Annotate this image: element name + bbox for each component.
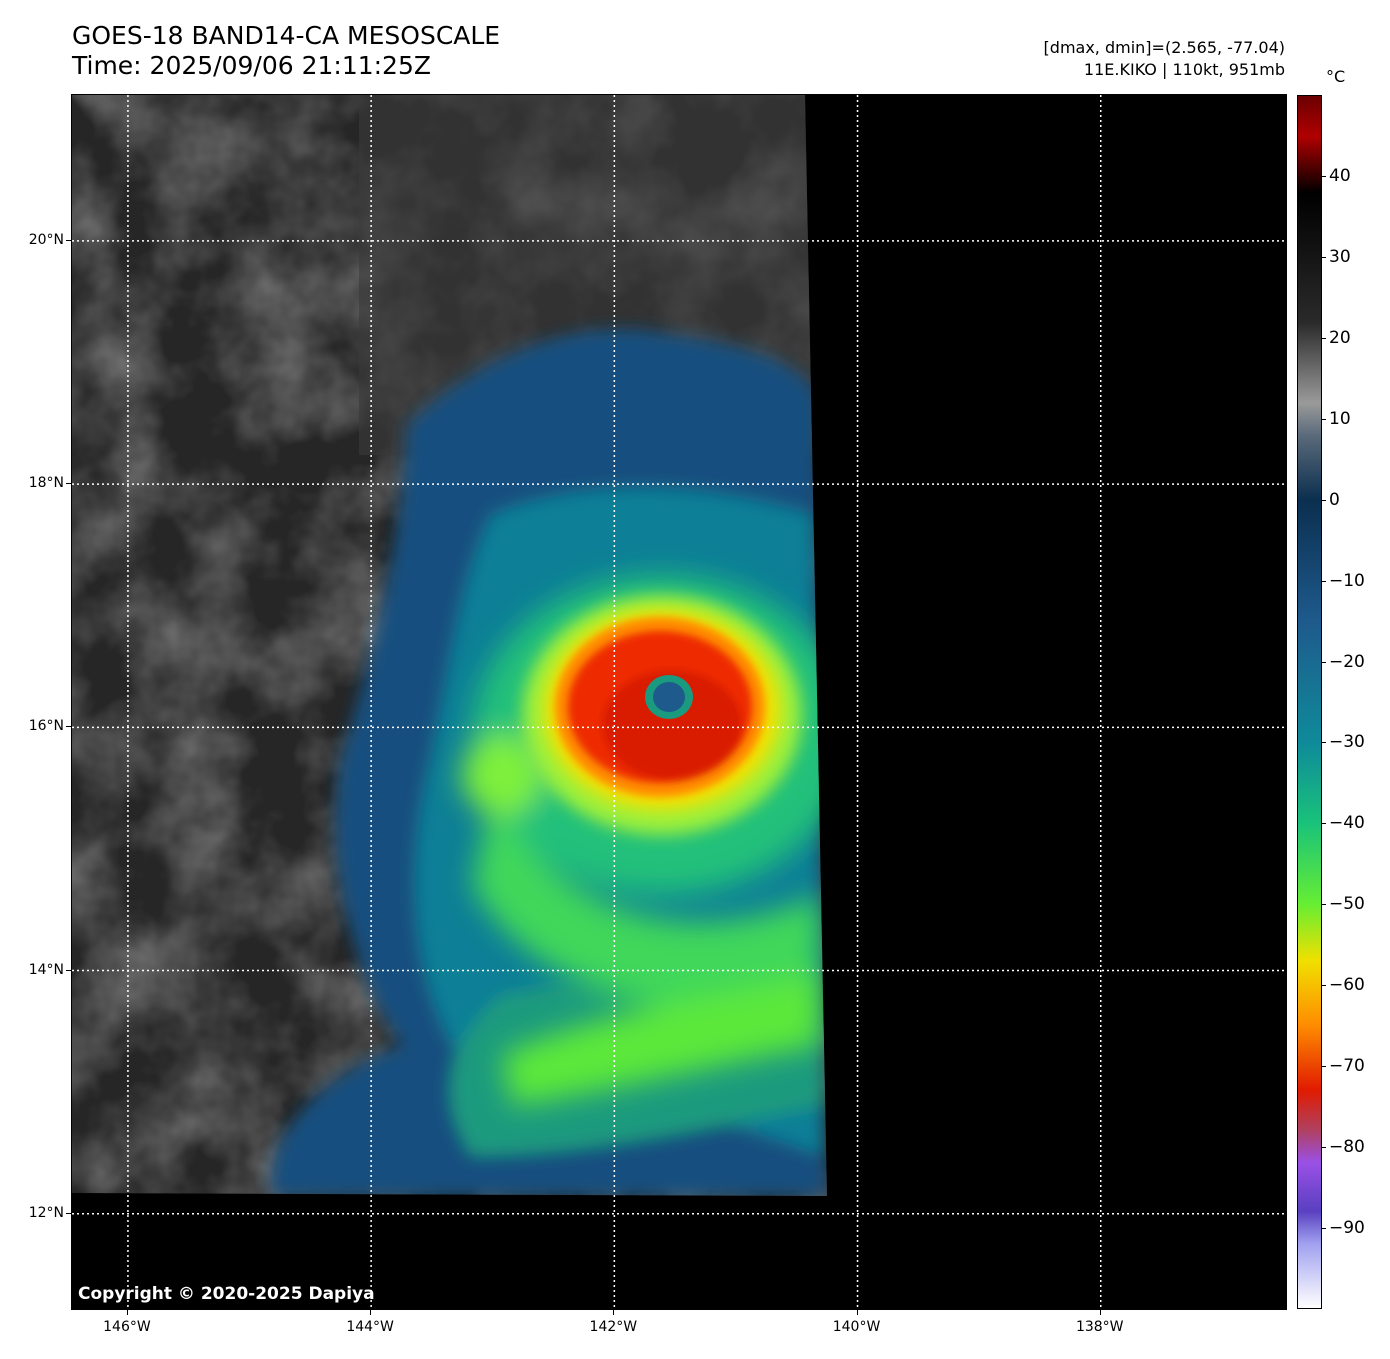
latitude-label: 14°N xyxy=(28,961,64,978)
colorbar-tick xyxy=(1322,418,1326,420)
colorbar-tick xyxy=(1322,175,1326,177)
colorbar-tick xyxy=(1322,256,1326,258)
latitude-label: 12°N xyxy=(28,1204,64,1221)
colorbar-tick xyxy=(1322,742,1326,744)
colorbar-tick-label: 20 xyxy=(1329,327,1351,348)
colorbar-tick xyxy=(1322,904,1326,906)
dmax-dmin-readout: [dmax, dmin]=(2.565, -77.04) xyxy=(1043,38,1285,57)
colorbar-tick-label: −90 xyxy=(1329,1218,1365,1239)
colorbar-tick-label: −60 xyxy=(1329,975,1365,996)
colorbar-tick-label: −50 xyxy=(1329,894,1365,915)
latitude-tick xyxy=(66,1212,71,1214)
latitude-tick xyxy=(66,239,71,241)
figure-title: GOES-18 BAND14-CA MESOSCALE xyxy=(72,21,501,50)
longitude-label: 140°W xyxy=(832,1319,881,1335)
longitude-label: 146°W xyxy=(103,1319,151,1335)
longitude-tick xyxy=(613,1310,615,1315)
longitude-tick xyxy=(370,1310,372,1315)
colorbar-tick-label: −10 xyxy=(1329,570,1365,591)
satellite-map xyxy=(71,94,1287,1310)
colorbar-tick xyxy=(1322,1066,1326,1068)
storm-info: 11E.KIKO | 110kt, 951mb xyxy=(1083,60,1285,79)
colorbar-tick-label: 40 xyxy=(1329,165,1351,186)
longitude-tick xyxy=(856,1310,858,1315)
colorbar-tick-label: 10 xyxy=(1329,408,1351,429)
latitude-tick xyxy=(66,969,71,971)
colorbar-tick xyxy=(1322,1147,1326,1149)
colorbar-tick-label: −20 xyxy=(1329,651,1365,672)
longitude-tick xyxy=(126,1310,128,1315)
colorbar-tick xyxy=(1322,661,1326,663)
longitude-label: 138°W xyxy=(1075,1319,1124,1335)
colorbar-tick-label: 30 xyxy=(1329,246,1351,267)
colorbar-tick xyxy=(1322,499,1326,501)
latitude-label: 16°N xyxy=(28,718,64,735)
colorbar-tick xyxy=(1322,580,1326,582)
colorbar-tick xyxy=(1322,823,1326,825)
colorbar-tick xyxy=(1322,985,1326,987)
latitude-label: 18°N xyxy=(28,475,64,492)
colorbar-tick xyxy=(1322,337,1326,339)
colorbar-tick-label: −40 xyxy=(1329,813,1365,834)
longitude-tick xyxy=(1099,1310,1101,1315)
latitude-tick xyxy=(66,483,71,485)
satellite-swath xyxy=(72,95,827,1196)
temperature-colorbar xyxy=(1297,95,1322,1309)
storm-eye xyxy=(645,675,693,719)
colorbar-tick-label: −70 xyxy=(1329,1056,1365,1077)
colorbar-tick-label: −30 xyxy=(1329,732,1365,753)
colorbar-tick-label: −80 xyxy=(1329,1137,1365,1158)
latitude-tick xyxy=(66,726,71,728)
longitude-label: 144°W xyxy=(346,1319,394,1335)
copyright-notice: Copyright © 2020-2025 Dapiya xyxy=(78,1284,375,1304)
figure-timestamp: Time: 2025/09/06 21:11:25Z xyxy=(72,51,431,80)
colorbar-unit: °C xyxy=(1326,67,1346,86)
latitude-label: 20°N xyxy=(28,231,64,248)
longitude-label: 142°W xyxy=(589,1319,638,1335)
colorbar-tick xyxy=(1322,1228,1326,1230)
colorbar-tick-label: 0 xyxy=(1329,489,1340,510)
